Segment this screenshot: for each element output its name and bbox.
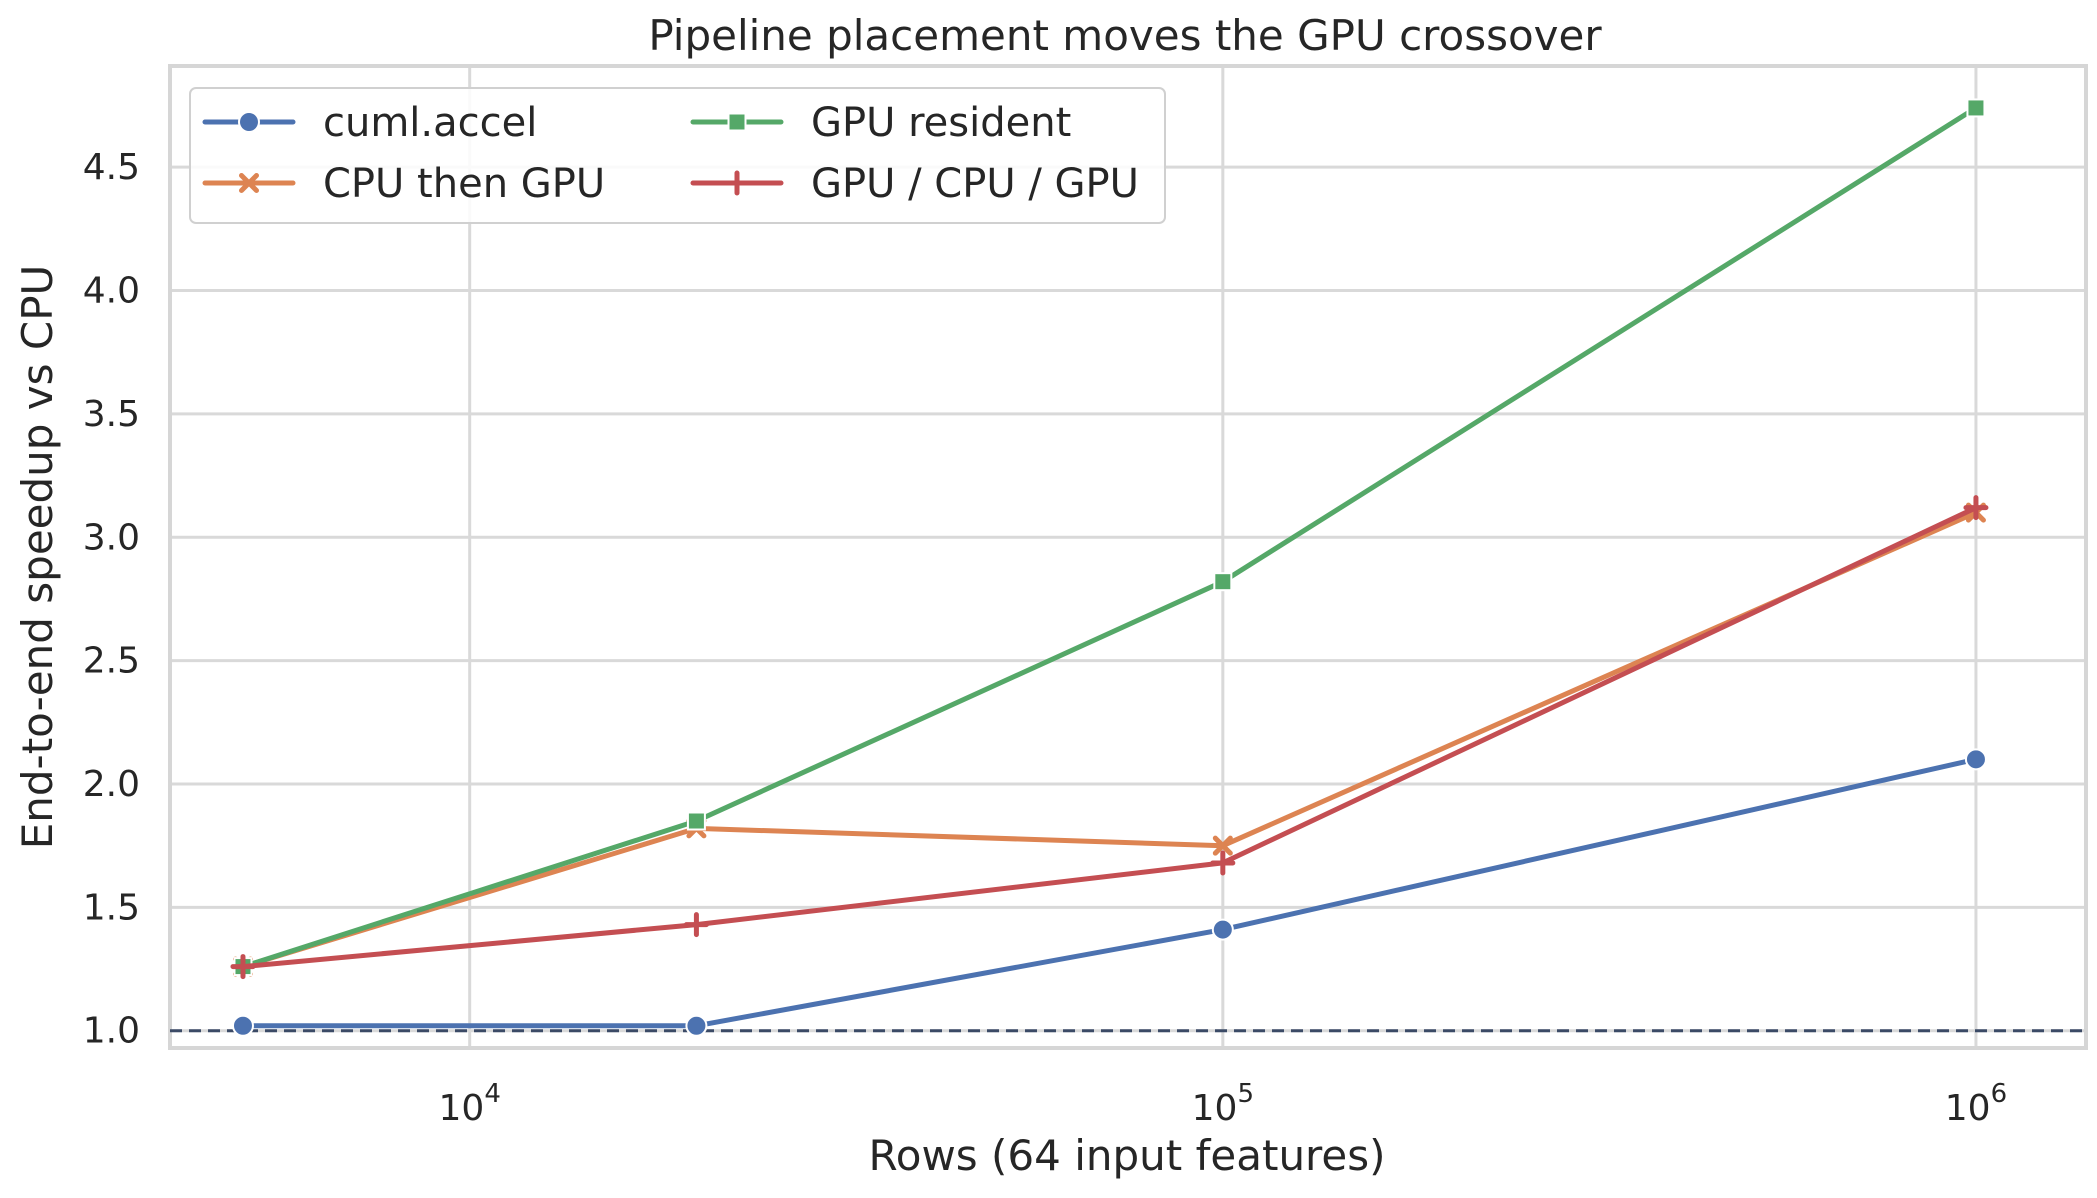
legend-label: GPU resident bbox=[811, 100, 1071, 146]
data-point-gpu-cpu-gpu bbox=[683, 912, 709, 938]
y-tick-label: 4.5 bbox=[83, 147, 140, 188]
y-tick-label: 2.0 bbox=[83, 764, 140, 805]
series-gpu-cpu-gpu bbox=[230, 495, 1989, 980]
data-point-cpu-then-gpu bbox=[1212, 835, 1233, 856]
x-tick-labels: 104 105 106 bbox=[439, 1079, 2008, 1129]
legend-label: cuml.accel bbox=[323, 100, 537, 146]
legend-box bbox=[189, 87, 1166, 224]
plot-frame bbox=[168, 64, 2088, 1050]
data-point-cuml-accel bbox=[1964, 748, 1987, 771]
y-tick-label: 3.0 bbox=[83, 517, 140, 558]
x-tick-label: 106 bbox=[1945, 1079, 2007, 1129]
legend-item-gpu-cpu-gpu: GPU / CPU / GPU bbox=[690, 161, 1139, 207]
y-tick-label: 1.0 bbox=[83, 1011, 140, 1052]
series-line-cpu-then-gpu bbox=[240, 510, 1979, 970]
x-tick-label: 105 bbox=[1192, 1079, 1254, 1129]
series-cpu-then-gpu bbox=[232, 502, 1986, 977]
series-line-cuml-accel bbox=[240, 756, 1979, 1029]
data-point-cuml-accel bbox=[1211, 918, 1234, 941]
series-line-gpu-resident bbox=[240, 105, 1979, 970]
x-axis-label: Rows (64 input features) bbox=[868, 1131, 1385, 1180]
data-point-cuml-accel bbox=[231, 1014, 254, 1037]
data-point-gpu-cpu-gpu bbox=[230, 954, 256, 980]
legend-marker-cuml-accel bbox=[238, 111, 260, 133]
series-layer bbox=[230, 98, 1989, 1037]
x-tick-label: 104 bbox=[439, 1079, 501, 1129]
legend: cuml.accel CPU then GPU GPU resident GPU / … bbox=[189, 87, 1166, 224]
legend-label: CPU then GPU bbox=[323, 161, 605, 207]
legend-label: GPU / CPU / GPU bbox=[811, 161, 1139, 207]
legend-item-cpu-then-gpu: CPU then GPU bbox=[202, 161, 605, 207]
y-tick-label: 2.5 bbox=[83, 641, 140, 682]
legend-marker-gpu-cpu-gpu bbox=[724, 170, 750, 196]
y-tick-labels: 1.0 1.5 2.0 2.5 3.0 3.5 4.0 4.5 bbox=[83, 147, 140, 1052]
data-point-gpu-cpu-gpu bbox=[1210, 850, 1236, 876]
legend-item-cuml-accel: cuml.accel bbox=[202, 100, 537, 146]
series-cuml-accel bbox=[231, 748, 1987, 1037]
y-tick-label: 1.5 bbox=[83, 887, 140, 928]
legend-marker-gpu-resident bbox=[727, 112, 747, 132]
data-point-gpu-resident bbox=[1966, 98, 1986, 118]
chart-title: Pipeline placement moves the GPU crossov… bbox=[648, 11, 1602, 60]
data-point-gpu-resident bbox=[686, 811, 706, 831]
y-tick-label: 4.0 bbox=[83, 271, 140, 312]
data-point-gpu-resident bbox=[1213, 572, 1233, 592]
data-point-cuml-accel bbox=[685, 1014, 708, 1037]
legend-item-gpu-resident: GPU resident bbox=[690, 100, 1071, 146]
series-line-gpu-cpu-gpu bbox=[240, 505, 1979, 970]
y-tick-label: 3.5 bbox=[83, 394, 140, 435]
data-point-gpu-cpu-gpu bbox=[1963, 495, 1989, 521]
legend-marker-cpu-then-gpu bbox=[239, 173, 259, 193]
y-axis-label: End-to-end speedup vs CPU bbox=[13, 265, 62, 850]
